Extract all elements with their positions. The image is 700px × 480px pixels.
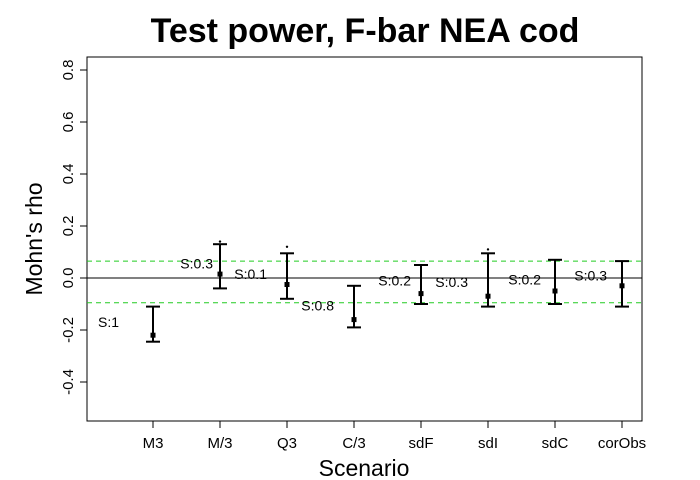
outlier-point — [486, 248, 490, 251]
y-axis: -0.4 -0.2 0.0 0.2 0.4 0.6 0.8 — [60, 60, 87, 395]
error-bar-M/3 — [213, 243, 227, 290]
x-tick-label: sdC — [542, 435, 569, 452]
annotation-corObs: S:0.3 — [574, 267, 607, 283]
y-tick-label: 0.4 — [60, 164, 77, 185]
error-bar-sdF — [414, 264, 428, 305]
y-tick-label: -0.2 — [60, 317, 77, 343]
x-axis: M3 M/3 Q3 C/3 sdF sdI sdC corObs — [143, 421, 646, 452]
annotation-C/3: S:0.8 — [301, 297, 334, 313]
y-tick-label: 0.2 — [60, 216, 77, 237]
annotation-sdF: S:0.2 — [378, 273, 411, 289]
x-axis-label: Scenario — [319, 455, 410, 480]
x-tick-label: Q3 — [277, 435, 297, 452]
y-axis-label: Mohn's rho — [21, 182, 47, 295]
median-point — [284, 282, 290, 287]
x-tick-label: sdF — [408, 435, 433, 452]
median-point — [150, 332, 156, 338]
error-bar-C/3 — [347, 284, 361, 329]
x-tick-label: C/3 — [342, 435, 365, 452]
median-point — [217, 271, 223, 277]
median-point — [351, 317, 357, 323]
annotation-Q3: S:0.1 — [234, 266, 267, 282]
y-tick-label: 0.6 — [60, 112, 77, 133]
error-bar-Q3 — [280, 252, 294, 300]
error-bar-corObs — [615, 260, 629, 308]
error-bar-sdC — [548, 258, 562, 305]
plot-frame — [86, 56, 643, 422]
median-point — [485, 293, 491, 299]
median-point — [619, 283, 625, 289]
error-bar-sdI — [481, 252, 495, 308]
annotation-sdC: S:0.2 — [508, 271, 541, 287]
error-bars — [146, 240, 629, 343]
x-tick-label: sdI — [478, 435, 498, 452]
y-tick-label: 0.8 — [60, 60, 77, 81]
annotation-M/3: S:0.3 — [180, 256, 213, 272]
annotation-sdI: S:0.3 — [435, 274, 468, 290]
outlier-point — [285, 245, 289, 248]
x-tick-label: corObs — [598, 435, 646, 452]
x-tick-label: M3 — [143, 435, 164, 452]
x-tick-label: M/3 — [207, 435, 232, 452]
y-tick-label: 0.0 — [60, 268, 77, 289]
annotations: S:1 S:0.3 S:0.1 S:0.8 S:0.2 S:0.3 S:0.2 S:0.3 — [98, 256, 607, 331]
error-bar-M3 — [146, 305, 160, 343]
median-point — [418, 291, 424, 297]
annotation-M3: S:1 — [98, 314, 119, 330]
median-point — [552, 288, 558, 294]
y-tick-label: -0.4 — [60, 369, 77, 395]
outlier-point — [218, 240, 222, 243]
reference-lines — [87, 260, 642, 304]
chart-title: Test power, F-bar NEA cod — [151, 12, 580, 50]
